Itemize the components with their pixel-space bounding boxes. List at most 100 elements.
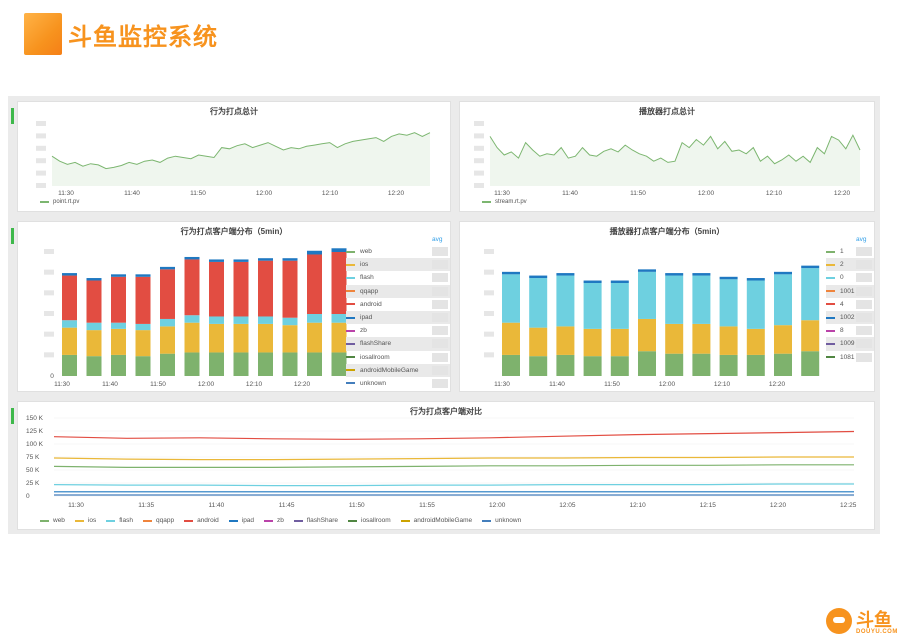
bar-segment-2 (746, 328, 765, 355)
bar-segment-android (160, 269, 175, 319)
legend-item[interactable]: iosallroom (346, 351, 450, 364)
legend-item[interactable]: unknown (482, 517, 521, 524)
bar-segment-android (62, 275, 77, 321)
x-tick-label: 12:15 (700, 502, 717, 509)
panel-behavior-total[interactable]: 行为打点总计 11:30 11:40 11:50 12:00 12:10 12:20 po… (11, 101, 451, 212)
bar-segment-ios (135, 330, 151, 357)
page-title: 斗鱼监控系统 (68, 22, 218, 51)
legend-item[interactable]: 1002 (826, 310, 874, 325)
legend-item[interactable]: 1081 (826, 351, 874, 364)
bar-segment-flash (62, 320, 77, 328)
legend-label: ios (360, 261, 369, 269)
legend-avg-value (856, 326, 872, 336)
panel-behavior-client-distribution[interactable]: 行为打点客户端分布（5min） 0 11:30 11:40 11:50 12:00 12:… (11, 221, 451, 392)
legend-item[interactable]: unknown (346, 377, 450, 390)
legend-item[interactable]: 1009 (826, 337, 874, 351)
bar-segment-0 (746, 280, 765, 329)
bar-segment-ipad (209, 259, 224, 262)
bar-segment-0 (583, 283, 602, 329)
legend-item[interactable]: androidMobileGame (400, 517, 472, 524)
legend-item[interactable]: ios (346, 258, 450, 272)
legend-item[interactable]: flashShare (293, 517, 338, 524)
legend-item[interactable]: 1 (826, 245, 874, 258)
panel-player-client-distribution[interactable]: 播放器打点客户端分布（5min） 11:30 11:40 11:50 12:00 12:… (459, 221, 875, 392)
bar-segment-flash (258, 316, 273, 324)
x-tick-label: 11:55 (419, 502, 435, 509)
x-tick-label: 12:10 (246, 381, 263, 388)
legend-swatch (346, 276, 355, 279)
y-tick-label: 100 K (26, 441, 44, 448)
legend-item[interactable]: ipad (228, 517, 254, 524)
bar-segment-0 (529, 278, 548, 328)
legend-avg-value (856, 260, 872, 270)
bar-segment-flash (233, 316, 249, 324)
bar-segment-web (209, 352, 224, 376)
legend-item[interactable]: zb (346, 324, 450, 337)
panel-title: 播放器打点总计 (639, 107, 695, 116)
bar-segment-1 (719, 354, 738, 376)
legend-swatch (346, 329, 355, 332)
legend-swatch (826, 356, 835, 359)
legend-item[interactable]: flash (346, 271, 450, 284)
legend-item[interactable]: 0 (826, 271, 874, 284)
legend-swatch (400, 519, 410, 522)
legend-item[interactable]: web (40, 517, 65, 524)
legend-item[interactable]: 2 (826, 258, 874, 272)
legend-avg-value (432, 339, 448, 349)
panel-behavior-client-comparison[interactable]: 行为打点客户端对比 150 K 125 K 100 K 75 K 50 K 25 K 0 11… (11, 401, 875, 530)
bar-segment-android (209, 261, 224, 317)
bar-segment-ipad (86, 278, 102, 281)
bar-segment-ipad (160, 266, 175, 270)
legend-item[interactable]: iosallroom (348, 517, 391, 524)
x-tick-label: 11:30 (58, 190, 74, 197)
line-chart: 11:30 11:40 11:50 12:00 12:10 12:20 (474, 121, 861, 197)
legend-item[interactable]: zb (264, 517, 284, 524)
legend-item[interactable]: qqapp (142, 517, 174, 524)
legend-avg-value (856, 299, 872, 309)
legend-item[interactable]: 1001 (826, 284, 874, 298)
legend-label: qqapp (360, 287, 379, 295)
legend-item[interactable]: 8 (826, 324, 874, 337)
legend-swatch (293, 519, 303, 522)
bar-segment-web (331, 352, 347, 376)
avg-header: avg (856, 236, 867, 243)
panel-player-total[interactable]: 播放器打点总计 11:30 11:40 11:50 12:00 12:10 12:20 s… (459, 101, 875, 212)
bar-segment-ios (184, 322, 200, 353)
bar-segment-android (111, 276, 126, 323)
y-tick-label (36, 145, 46, 151)
series-line (51, 132, 431, 170)
legend-item[interactable]: ipad (346, 310, 450, 325)
panel-accent (11, 108, 14, 124)
legend-swatch (142, 519, 152, 522)
brand-cn: 斗鱼 (856, 610, 892, 631)
y-tick-label (474, 170, 484, 176)
legend-item[interactable]: android (346, 298, 450, 311)
bar-segment-1 (774, 353, 792, 376)
bar-segment-0 (638, 271, 656, 319)
bar-segment-ipad (111, 274, 126, 277)
legend-item[interactable]: stream.rt.pv (482, 199, 527, 205)
legend-item[interactable]: flashShare (346, 337, 450, 351)
legend-swatch (826, 329, 835, 332)
legend-item[interactable]: flash (106, 517, 133, 524)
douyu-brand: 斗鱼 DOUYU.COM (826, 604, 900, 640)
legend-item[interactable]: ios (74, 517, 97, 524)
legend-avg-value (856, 339, 872, 349)
x-tick-label: 12:20 (769, 381, 786, 388)
legend-avg-value (432, 273, 448, 283)
legend-item[interactable]: web (346, 245, 450, 258)
legend-label: 1001 (840, 287, 855, 295)
legend-item[interactable]: qqapp (346, 284, 450, 298)
panel-title: 播放器打点客户端分布（5min） (609, 227, 725, 236)
legend-label: ios (87, 517, 97, 524)
legend-item[interactable]: androidMobileGame (346, 363, 450, 377)
bar-segment-ipad (135, 274, 151, 277)
bar-segment-android (233, 261, 249, 317)
y-tick-label: 75 K (26, 454, 40, 461)
legend-item[interactable]: point.rt.pv (40, 199, 79, 205)
x-tick-label: 11:30 (494, 381, 510, 388)
legend-item[interactable]: android (184, 517, 219, 524)
bar-segment-2 (610, 328, 629, 357)
x-tick-label: 12:00 (659, 381, 676, 388)
legend-item[interactable]: 4 (826, 298, 874, 311)
